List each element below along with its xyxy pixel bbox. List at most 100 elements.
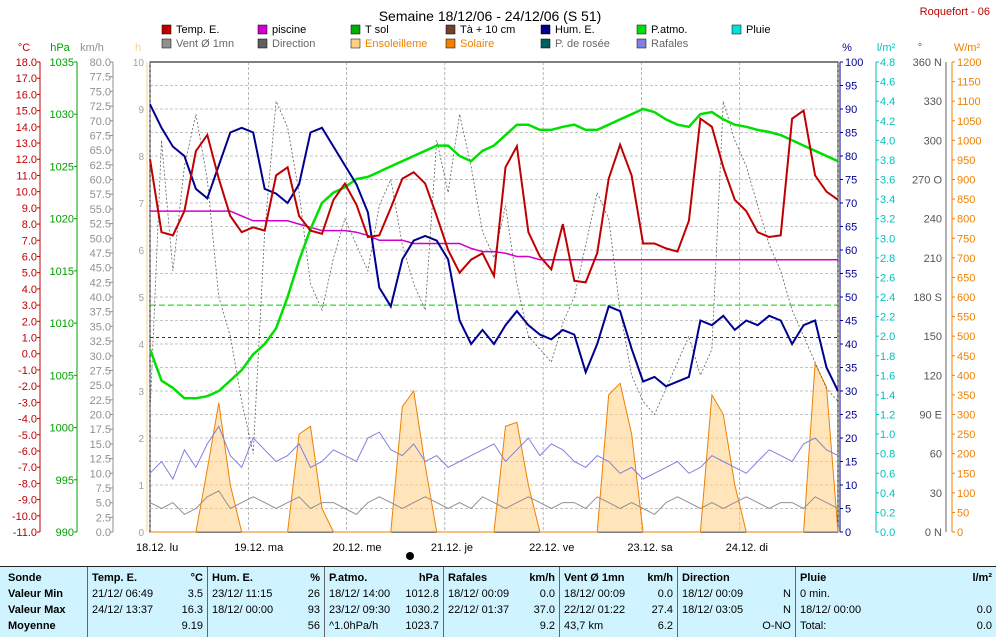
legend-swatch (540, 38, 551, 49)
rain-axis-tick-label: 4.8 (880, 57, 895, 69)
stats-cell-value: 3.5 (187, 588, 203, 600)
wind-axis-tick-label: 25.0 (90, 380, 111, 392)
wind-axis-tick-label: 55.0 (90, 204, 111, 216)
station-label: Roquefort - 06 (920, 6, 990, 18)
press-axis-tick-label: 1010 (50, 318, 74, 330)
temp-axis-tick-label: -10.0 (12, 511, 37, 523)
press-axis-tick-label: 1020 (50, 214, 74, 226)
solar-axis-tick-label: 1200 (957, 57, 981, 69)
stats-cell-time: ^1.0hPa/h (329, 620, 379, 632)
solar-axis-tick-label: 550 (957, 312, 975, 324)
rain-axis-tick-label: 2.0 (880, 331, 895, 343)
temp-axis-tick-label: 17.0 (16, 73, 37, 85)
dir-axis-tick-label: 240 (924, 214, 942, 226)
temp-axis-tick-label: 13.0 (16, 138, 37, 150)
stats-cell-row: 23/12/ 09:30 1030.2 (329, 602, 439, 618)
wind-axis-tick-label: 15.0 (90, 439, 111, 451)
wind-axis-tick-label: 42.5 (90, 277, 111, 289)
rain-axis-tick-label: 3.8 (880, 155, 895, 167)
hum-axis-tick-label: 85 (845, 128, 857, 140)
chart-title: Semaine 18/12/06 - 24/12/06 (S 51) (379, 8, 602, 24)
rain-axis-tick-label: 1.6 (880, 370, 895, 382)
solar-axis-tick-label: 150 (957, 468, 975, 480)
stats-column-name: Hum. E. (212, 572, 253, 584)
rain-axis-tick-label: 2.4 (880, 292, 895, 304)
stats-cell-value: 9.19 (181, 620, 203, 632)
solar-axis-tick-label: 450 (957, 351, 975, 363)
stats-row-label: Valeur Min (4, 586, 83, 602)
stats-cell-value: 0.0 (976, 620, 992, 632)
stats-column-hum-e: Hum. E.% 23/12/ 11:15 26 18/12/ 00:00 93 56 (208, 567, 325, 637)
rain-axis-tick-label: 2.6 (880, 272, 895, 284)
stats-cell-time: 22/12/ 01:22 (564, 604, 626, 616)
stats-row-label-text: Valeur Min (8, 588, 64, 600)
solar-axis-tick-label: 1000 (957, 135, 981, 147)
hum-axis-tick-label: 15 (845, 457, 857, 469)
wind-axis-tick-label: 22.5 (90, 395, 111, 407)
wind-axis-tick-label: 7.5 (96, 483, 111, 495)
temp-axis-tick-label: -2.0 (18, 381, 37, 393)
sun-axis-tick-label: 7 (138, 199, 144, 210)
series-temp-e (149, 108, 839, 284)
legend-label: Vent Ø 1mn (176, 38, 234, 50)
stats-column-header: P.atmo. hPa (329, 570, 439, 586)
sun-axis-tick-label: 9 (138, 105, 144, 116)
rain-axis-tick-label: 3.4 (880, 194, 895, 206)
stats-column-name: Direction (682, 572, 730, 584)
dir-axis-unit: ° (918, 42, 922, 54)
solar-axis-tick-label: 600 (957, 292, 975, 304)
legend-swatch (636, 24, 647, 35)
stats-row-label: Moyenne (4, 618, 83, 634)
rain-axis-tick-label: 0.2 (880, 507, 895, 519)
wind-axis-tick-label: 35.0 (90, 321, 111, 333)
wind-axis-tick-label: 50.0 (90, 233, 111, 245)
solar-axis-tick-label: 1050 (957, 116, 981, 128)
rain-axis-tick-label: 2.2 (880, 312, 895, 324)
temp-axis-tick-label: 9.0 (22, 203, 37, 215)
stats-cell-value: 1023.7 (405, 620, 439, 632)
stats-cell-row: 22/12/ 01:37 37.0 (448, 602, 555, 618)
wind-axis-tick-label: 37.5 (90, 307, 111, 319)
temp-axis-tick-label: -4.0 (18, 414, 37, 426)
hum-axis-tick-label: 10 (845, 480, 857, 492)
stats-cell-value: N (783, 588, 791, 600)
solar-axis-unit: W/m² (954, 42, 981, 54)
solar-axis-tick-label: 250 (957, 429, 975, 441)
rain-axis-tick-label: 2.8 (880, 253, 895, 265)
hum-axis-tick-label: 40 (845, 339, 857, 351)
stats-cell-row: 18/12/ 00:00 0.0 (800, 602, 992, 618)
solar-axis-tick-label: 750 (957, 233, 975, 245)
rain-axis-tick-label: 4.6 (880, 77, 895, 89)
stats-cell-value: O-NO (762, 620, 791, 632)
solar-axis-tick-label: 700 (957, 253, 975, 265)
solar-axis-tick-label: 800 (957, 214, 975, 226)
temp-axis-tick-label: 7.0 (22, 235, 37, 247)
solar-axis-tick-label: 50 (957, 507, 969, 519)
hum-axis-tick-label: 35 (845, 363, 857, 375)
sun-axis-tick-label: 1 (138, 481, 144, 492)
temp-axis-tick-label: -9.0 (18, 495, 37, 507)
temp-axis-tick-label: -8.0 (18, 478, 37, 490)
hum-axis-tick-label: 95 (845, 81, 857, 93)
legend-swatch (540, 24, 551, 35)
wind-axis-tick-label: 30.0 (90, 351, 111, 363)
temp-axis-tick-label: 12.0 (16, 154, 37, 166)
stats-cell-time: 43,7 km (564, 620, 604, 632)
stats-cell-row: 56 (212, 618, 320, 634)
stats-column-unit: km/h (529, 572, 555, 584)
rain-axis-tick-label: 1.4 (880, 390, 895, 402)
wind-axis-tick-label: 67.5 (90, 130, 111, 142)
temp-axis-tick-label: 14.0 (16, 122, 37, 134)
legend-swatch (350, 38, 361, 49)
temp-axis-tick-label: 18.0 (16, 57, 37, 69)
stats-row-label-text: Valeur Max (8, 604, 66, 616)
stats-cell-time: 18/12/ 00:00 (212, 604, 274, 616)
wind-axis-tick-label: 27.5 (90, 365, 111, 377)
stats-column-name: Vent Ø 1mn (564, 572, 625, 584)
dir-axis-tick-label: 210 (924, 253, 942, 265)
stats-row-label: Sonde (4, 570, 83, 586)
stats-column-header: Direction (682, 570, 791, 586)
series-p-atmo (148, 107, 839, 400)
stats-cell-row: 18/12/ 14:00 1012.8 (329, 586, 439, 602)
x-axis-label: 23.12. sa (627, 542, 673, 554)
